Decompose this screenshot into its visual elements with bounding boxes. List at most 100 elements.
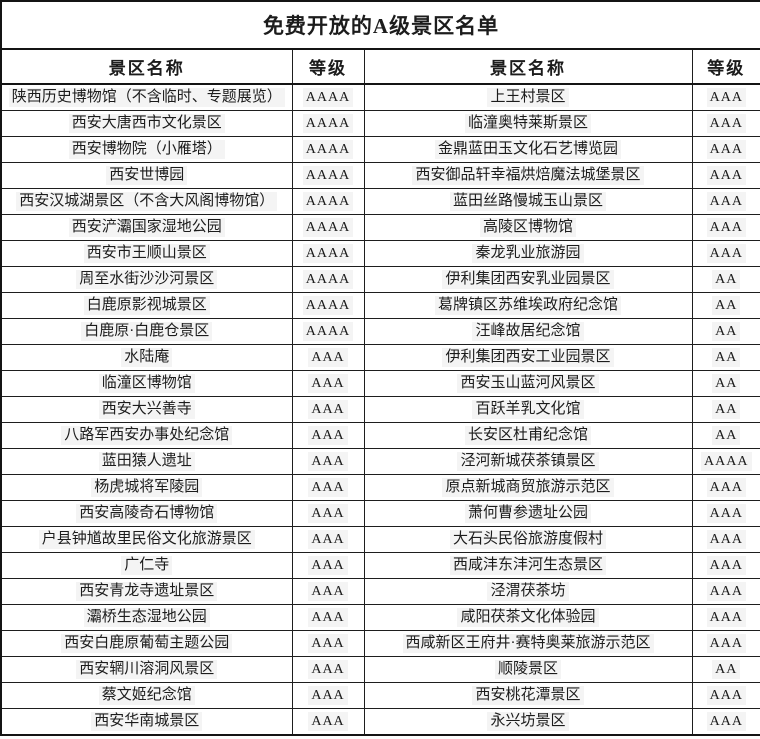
cell-text: AAA bbox=[706, 166, 746, 185]
scenic-name-cell: 西安世博园 bbox=[0, 162, 293, 189]
level-cell: AAA bbox=[691, 552, 760, 579]
scenic-name-cell: 西安高陵奇石博物馆 bbox=[0, 500, 293, 527]
table-row: 八路军西安办事处纪念馆 AAA 长安区杜甫纪念馆 AA bbox=[0, 422, 760, 449]
table-row: 户县钟馗故里民俗文化旅游景区 AAA 大石头民俗旅游度假村 AAA bbox=[0, 526, 760, 553]
level-cell: AAAA bbox=[291, 318, 365, 345]
table-row: 西安大唐西市文化景区 AAAA 临潼奥特莱斯景区 AAA bbox=[0, 110, 760, 137]
scenic-name-cell: 西安辋川溶洞风景区 bbox=[0, 656, 293, 683]
scenic-name-cell: 伊利集团西安乳业园景区 bbox=[363, 266, 693, 293]
scenic-name-cell: 灞桥生态湿地公园 bbox=[0, 604, 293, 631]
cell-text: AAA bbox=[706, 634, 746, 653]
cell-text: 秦龙乳业旅游园 bbox=[472, 244, 584, 263]
table-row: 陕西历史博物馆（不含临时、专题展览） AAAA 上王村景区 AAA bbox=[0, 83, 760, 111]
cell-text: AA bbox=[712, 296, 741, 315]
table-row: 白鹿原影视城景区 AAAA 葛牌镇区苏维埃政府纪念馆 AA bbox=[0, 292, 760, 319]
header-row: 景区名称 等级 景区名称 等级 bbox=[0, 48, 760, 85]
cell-text: 白鹿原·白鹿仓景区 bbox=[81, 322, 213, 341]
level-cell: AAAA bbox=[291, 240, 365, 267]
cell-text: AA bbox=[712, 426, 741, 445]
cell-text: 灞桥生态湿地公园 bbox=[83, 608, 210, 627]
scenic-name-cell: 西安白鹿原葡萄主题公园 bbox=[0, 630, 293, 657]
cell-text: 西安大兴善寺 bbox=[98, 400, 195, 419]
cell-text: AAA bbox=[706, 192, 746, 211]
level-cell: AAA bbox=[291, 500, 365, 527]
level-cell: AAA bbox=[291, 604, 365, 631]
cell-text: AAA bbox=[706, 712, 746, 731]
level-cell: AAA bbox=[691, 188, 760, 215]
cell-text: 咸阳茯茶文化体验园 bbox=[457, 608, 599, 627]
cell-text: AAA bbox=[308, 504, 348, 523]
cell-text: AAA bbox=[308, 712, 348, 731]
scenic-name-cell: 白鹿原·白鹿仓景区 bbox=[0, 318, 293, 345]
cell-text: 广仁寺 bbox=[121, 556, 173, 575]
cell-text: 户县钟馗故里民俗文化旅游景区 bbox=[38, 530, 255, 549]
scenic-name-cell: 高陵区博物馆 bbox=[363, 214, 693, 241]
level-cell: AAA bbox=[291, 422, 365, 449]
cell-text: AAA bbox=[706, 556, 746, 575]
level-cell: AAA bbox=[691, 708, 760, 736]
level-cell: AAA bbox=[291, 656, 365, 683]
table-row: 周至水街沙沙河景区 AAAA 伊利集团西安乳业园景区 AA bbox=[0, 266, 760, 293]
cell-text: AA bbox=[712, 374, 741, 393]
cell-text: 萧何曹参遗址公园 bbox=[464, 504, 591, 523]
level-cell: AAA bbox=[691, 474, 760, 501]
cell-text: AAAA bbox=[302, 140, 354, 159]
cell-text: 长安区杜甫纪念馆 bbox=[464, 426, 591, 445]
cell-text: 西安白鹿原葡萄主题公园 bbox=[61, 634, 233, 653]
cell-text: AAAA bbox=[302, 88, 354, 107]
cell-text: AAAA bbox=[302, 270, 354, 289]
level-cell: AA bbox=[691, 266, 760, 293]
cell-text: 汪峰故居纪念馆 bbox=[472, 322, 584, 341]
table-row: 西安汉城湖景区（不含大风阁博物馆） AAAA 蓝田丝路慢城玉山景区 AAA bbox=[0, 188, 760, 215]
cell-text: AAAA bbox=[701, 452, 752, 471]
level-cell: AAAA bbox=[691, 448, 760, 475]
cell-text: AAA bbox=[308, 556, 348, 575]
cell-text: AAA bbox=[308, 660, 348, 679]
cell-text: AAA bbox=[706, 88, 746, 107]
scenic-name-cell: 蓝田猿人遗址 bbox=[0, 448, 293, 475]
scenic-name-cell: 百跃羊乳文化馆 bbox=[363, 396, 693, 423]
level-cell: AAAA bbox=[291, 83, 365, 111]
scenic-name-cell: 原点新城商贸旅游示范区 bbox=[363, 474, 693, 501]
scenic-name-cell: 蓝田丝路慢城玉山景区 bbox=[363, 188, 693, 215]
cell-text: AAAA bbox=[302, 192, 354, 211]
scenic-name-cell: 永兴坊景区 bbox=[363, 708, 693, 736]
level-cell: AAA bbox=[691, 240, 760, 267]
cell-text: AA bbox=[712, 270, 741, 289]
scenic-name-cell: 咸阳茯茶文化体验园 bbox=[363, 604, 693, 631]
table-row: 灞桥生态湿地公园 AAA 咸阳茯茶文化体验园 AAA bbox=[0, 604, 760, 631]
scenic-name-cell: 上王村景区 bbox=[363, 83, 693, 111]
cell-text: AAAA bbox=[302, 322, 354, 341]
scenic-name-cell: 西咸沣东沣河生态景区 bbox=[363, 552, 693, 579]
cell-text: AAA bbox=[308, 634, 348, 653]
scenic-name-cell: 周至水街沙沙河景区 bbox=[0, 266, 293, 293]
scenic-name-cell: 长安区杜甫纪念馆 bbox=[363, 422, 693, 449]
cell-text: 西安大唐西市文化景区 bbox=[68, 114, 225, 133]
level-cell: AAA bbox=[291, 552, 365, 579]
scenic-name-cell: 泾渭茯茶坊 bbox=[363, 578, 693, 605]
level-cell: AAA bbox=[691, 604, 760, 631]
table-row: 西安高陵奇石博物馆 AAA 萧何曹参遗址公园 AAA bbox=[0, 500, 760, 527]
table-row: 水陆庵 AAA 伊利集团西安工业园景区 AA bbox=[0, 344, 760, 371]
cell-text: 西安汉城湖景区（不含大风阁博物馆） bbox=[16, 192, 278, 211]
cell-text: 大石头民俗旅游度假村 bbox=[449, 530, 606, 549]
level-cell: AAA bbox=[291, 370, 365, 397]
cell-text: AAA bbox=[308, 374, 348, 393]
cell-text: AAA bbox=[308, 426, 348, 445]
cell-text: AAA bbox=[706, 504, 746, 523]
table-row: 西安博物院（小雁塔） AAAA 金鼎蓝田玉文化石艺博览园 AAA bbox=[0, 136, 760, 163]
cell-text: AAAA bbox=[302, 114, 354, 133]
scenic-name-cell: 汪峰故居纪念馆 bbox=[363, 318, 693, 345]
cell-text: AAA bbox=[706, 478, 746, 497]
level-cell: AAA bbox=[691, 682, 760, 709]
cell-text: 西安浐灞国家湿地公园 bbox=[68, 218, 225, 237]
scenic-name-cell: 西安汉城湖景区（不含大风阁博物馆） bbox=[0, 188, 293, 215]
scenic-name-cell: 西安浐灞国家湿地公园 bbox=[0, 214, 293, 241]
cell-text: 顺陵景区 bbox=[494, 660, 561, 679]
cell-text: 西安青龙寺遗址景区 bbox=[76, 582, 218, 601]
cell-text: AAA bbox=[308, 478, 348, 497]
cell-text: AAA bbox=[308, 608, 348, 627]
level-cell: AAA bbox=[691, 83, 760, 111]
cell-text: 西安辋川溶洞风景区 bbox=[76, 660, 218, 679]
